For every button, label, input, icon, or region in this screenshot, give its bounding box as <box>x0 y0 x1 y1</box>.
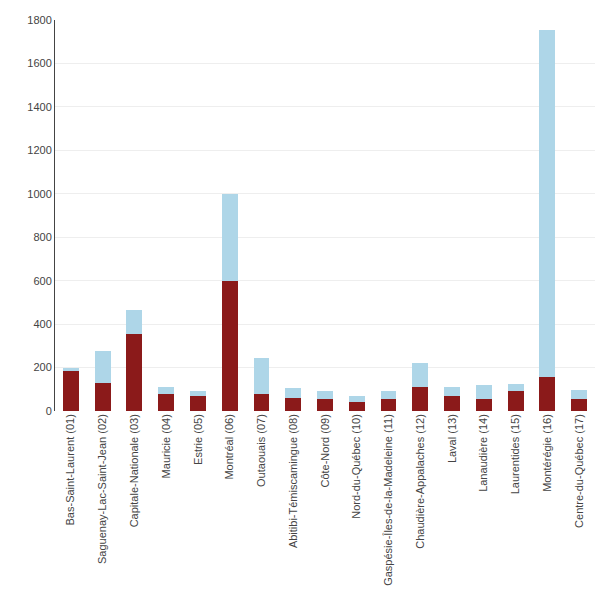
svg-text:1400: 1400 <box>27 101 51 113</box>
svg-text:Abitibi-Témiscamingue (08): Abitibi-Témiscamingue (08) <box>287 414 299 548</box>
svg-text:Mauricie (04): Mauricie (04) <box>160 414 172 478</box>
svg-text:Capitale-Nationale (03): Capitale-Nationale (03) <box>128 414 140 527</box>
svg-text:Côte-Nord (09): Côte-Nord (09) <box>319 414 331 487</box>
svg-text:Saguenay-Lac-Saint-Jean (02): Saguenay-Lac-Saint-Jean (02) <box>96 414 108 564</box>
svg-text:1000: 1000 <box>27 188 51 200</box>
svg-text:Montérégie (16): Montérégie (16) <box>541 414 553 492</box>
svg-text:Gaspésie-Îles-de-la-Madeleine: Gaspésie-Îles-de-la-Madeleine (11) <box>382 414 394 586</box>
svg-text:400: 400 <box>33 318 51 330</box>
svg-text:0: 0 <box>46 405 52 417</box>
svg-text:600: 600 <box>33 275 51 287</box>
svg-text:Laurentides (15): Laurentides (15) <box>509 414 521 494</box>
svg-text:Centre-du-Québec (17): Centre-du-Québec (17) <box>573 414 585 528</box>
svg-text:Chaudière-Appalaches (12): Chaudière-Appalaches (12) <box>414 414 426 549</box>
svg-text:Outaouais (07): Outaouais (07) <box>255 414 267 487</box>
svg-text:Nord-du-Québec (10): Nord-du-Québec (10) <box>350 414 362 519</box>
svg-text:Lanaudière (14): Lanaudière (14) <box>477 414 489 492</box>
svg-text:Bas-Saint-Laurent (01): Bas-Saint-Laurent (01) <box>64 414 76 525</box>
svg-text:Laval (13): Laval (13) <box>446 414 458 463</box>
svg-text:800: 800 <box>33 231 51 243</box>
svg-text:1200: 1200 <box>27 144 51 156</box>
svg-text:Estrie (05): Estrie (05) <box>192 414 204 465</box>
svg-text:200: 200 <box>33 361 51 373</box>
svg-text:1800: 1800 <box>27 14 51 26</box>
svg-text:Montréal (06): Montréal (06) <box>223 414 235 479</box>
svg-text:1600: 1600 <box>27 57 51 69</box>
